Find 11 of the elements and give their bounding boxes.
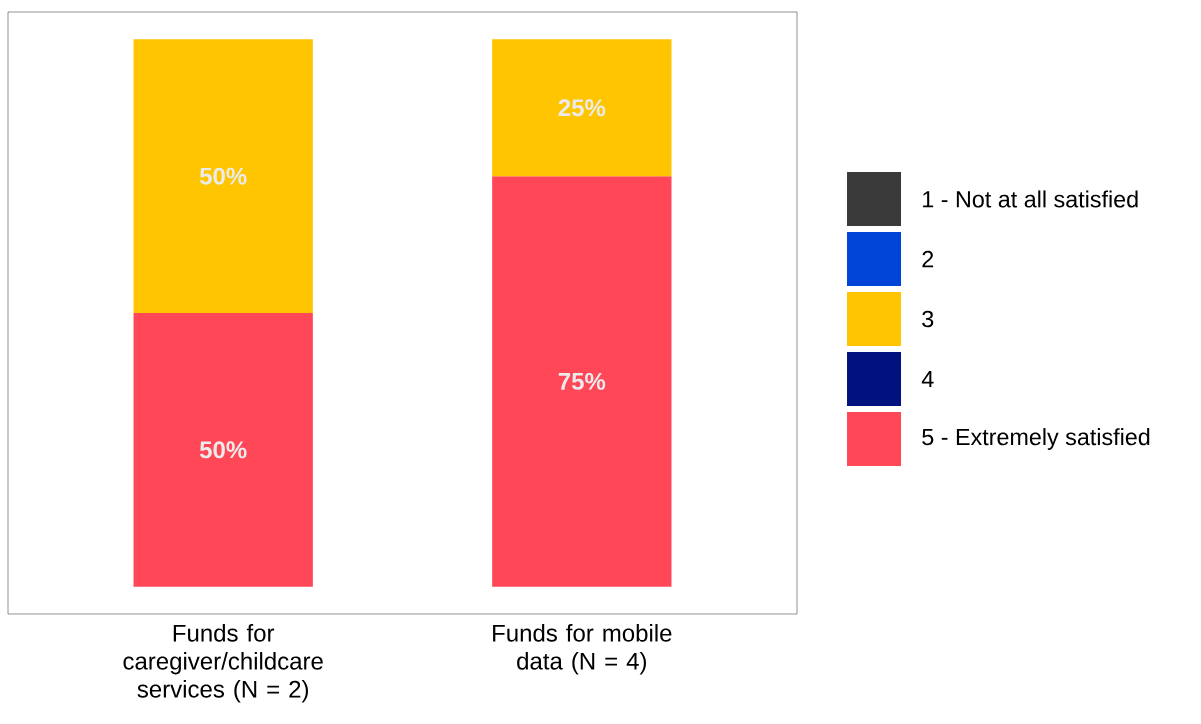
legend-label: 2 (922, 250, 934, 268)
data-label: 50% (199, 167, 247, 185)
data-label: 25% (558, 99, 606, 117)
data-label: 75% (558, 372, 606, 390)
x-tick-label: Funds for mobile data (N = 4) (493, 624, 672, 675)
legend-label: 5 - Extremely satisfied (922, 428, 1150, 450)
legend-label: 3 (922, 310, 934, 328)
legend-label: 4 (921, 370, 934, 388)
data-label: 50% (199, 441, 247, 459)
legend-label: 1 - Not at all satisfied (923, 190, 1138, 208)
x-tick-label: Funds for caregiver/childcare services (N = 2) (123, 624, 323, 703)
